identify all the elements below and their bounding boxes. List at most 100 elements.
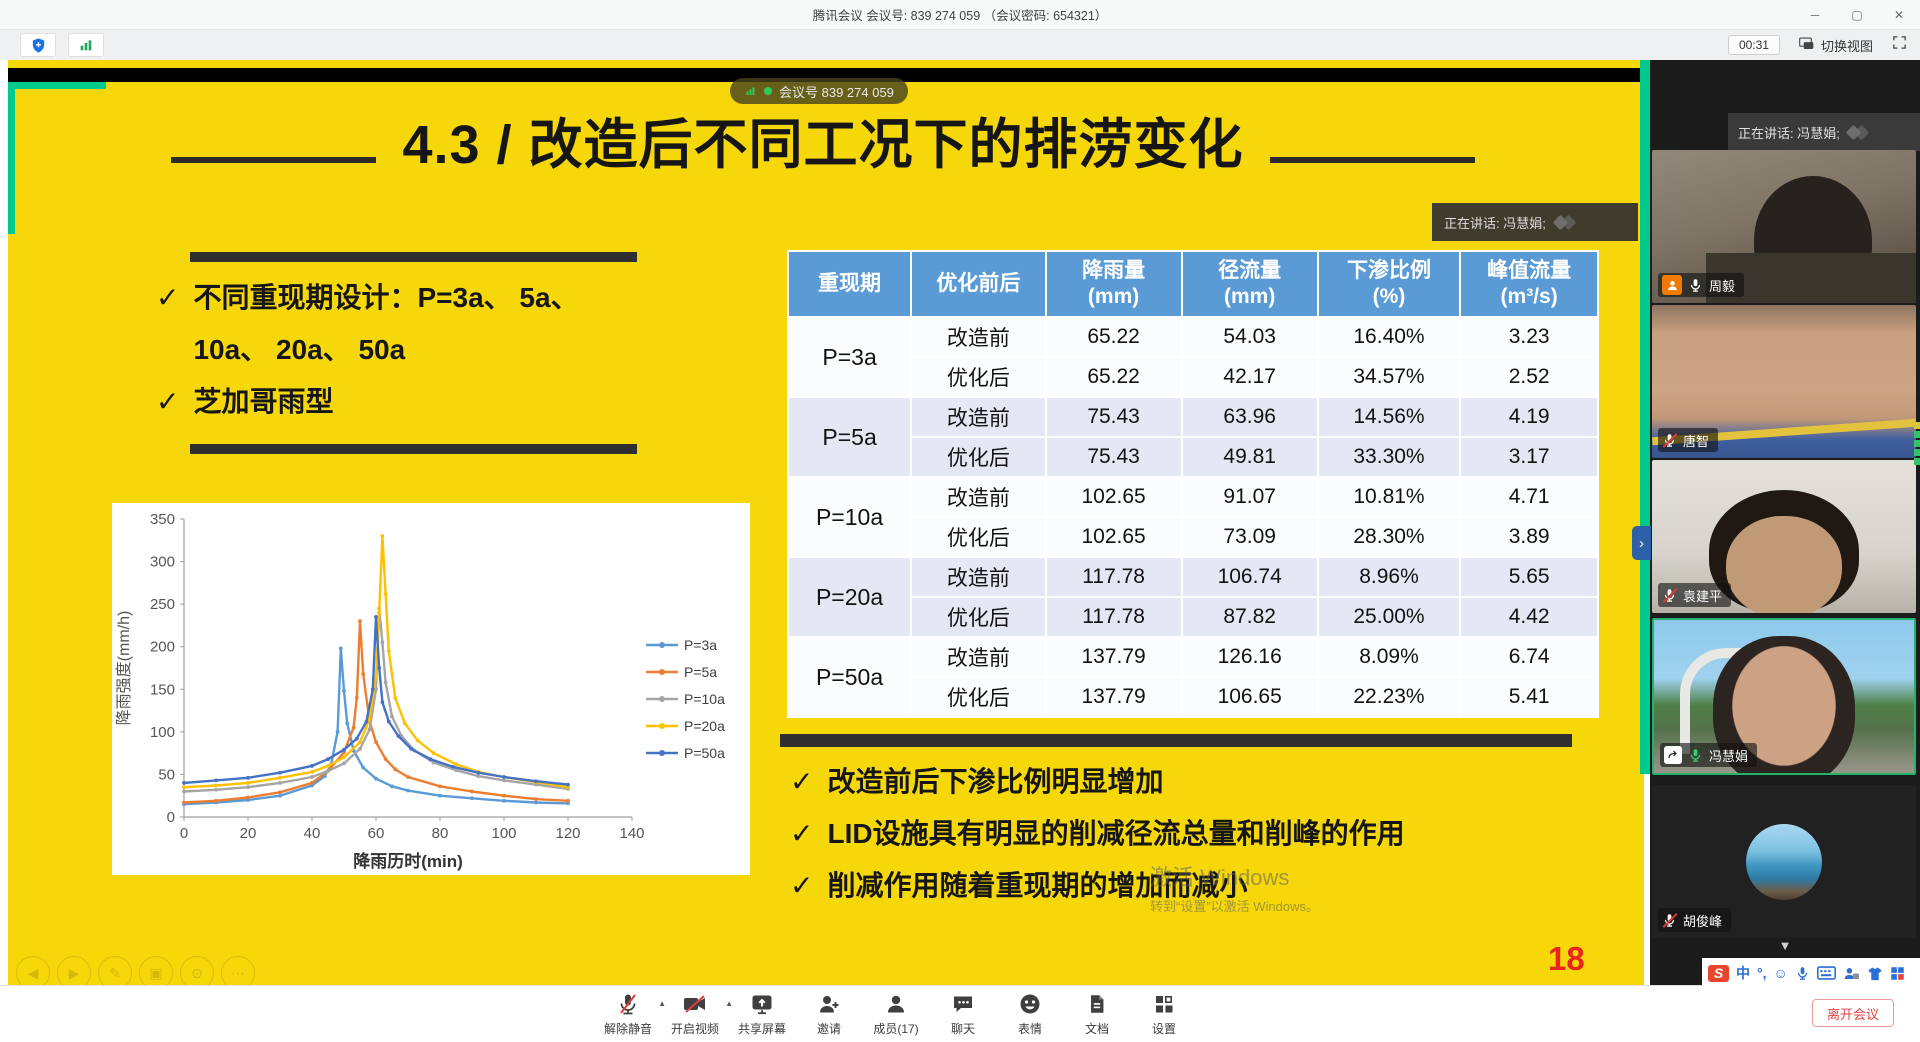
doc-label: 文档 <box>1084 1022 1109 1036</box>
svg-text:P=20a: P=20a <box>684 718 725 734</box>
rainfall-chart: 0 50 100 150 200 250 300 350 0 20 40 60 80 100 120 140 降… <box>115 511 725 871</box>
toolbox-icon[interactable] <box>1890 966 1905 981</box>
punctuation-mode-icon[interactable]: °, <box>1757 965 1767 981</box>
meeting-topbar: 00:31 切换视图 <box>0 30 1920 60</box>
table-cell: 102.65 <box>1044 516 1183 558</box>
participant-name: 胡俊峰 <box>1683 913 1723 929</box>
emoji-button[interactable]: 表情 <box>1000 991 1060 1037</box>
mic-active-icon <box>1688 748 1703 763</box>
window-title: 腾讯会议 会议号: 839 274 059 （会议密码: 654321） <box>812 9 1108 23</box>
security-shield-icon[interactable] <box>20 33 56 57</box>
minimize-button[interactable]: ─ <box>1810 8 1820 22</box>
share-button[interactable]: 共享屏幕 <box>732 991 792 1037</box>
table-cell: 改造前 <box>910 556 1047 598</box>
bullet-text: 芝加哥雨型 <box>193 386 334 417</box>
members-label: 成员(17) <box>873 1022 919 1036</box>
title-dash-right <box>1269 157 1475 163</box>
table-row: P=10a 改造前 102.65 91.07 10.81% 4.71 <box>786 476 1599 558</box>
window-titlebar: 腾讯会议 会议号: 839 274 059 （会议密码: 654321） ─ ▢… <box>0 0 1920 30</box>
participant-name-badge: 冯慧娟 <box>1660 743 1758 767</box>
maximize-button[interactable]: ▢ <box>1851 8 1863 22</box>
table-cell: 25.00% <box>1316 596 1462 638</box>
camera-button[interactable]: 开启视频 ▲ <box>665 991 733 1037</box>
emoji-panel-icon[interactable]: ☺ <box>1773 965 1788 981</box>
mute-label: 解除静音 <box>603 1022 652 1036</box>
chinese-mode-icon[interactable]: 中 <box>1736 965 1750 981</box>
scroll-down-chevron-icon[interactable]: ▼ <box>1778 938 1792 953</box>
meeting-logo-icon <box>1845 124 1870 140</box>
doc-icon <box>1086 991 1108 1017</box>
meeting-logo-icon <box>1552 214 1577 230</box>
svg-text:0: 0 <box>180 825 188 842</box>
bullet-text: LID设施具有明显的削减径流总量和削峰的作用 <box>827 818 1405 849</box>
table-cell: 8.09% <box>1316 636 1462 678</box>
soft-keyboard-icon[interactable] <box>1816 966 1836 980</box>
slide-title: 4.3 / 改造后不同工况下的排涝变化 <box>402 115 1244 175</box>
mute-button[interactable]: 解除静音 ▲ <box>598 991 666 1037</box>
sidebar-collapse-handle[interactable]: › <box>1632 526 1651 560</box>
avatar <box>1746 823 1822 900</box>
table-cell: 137.79 <box>1044 676 1183 718</box>
table-cell: 106.65 <box>1180 676 1319 718</box>
table-cell: 49.81 <box>1180 436 1319 478</box>
skin-center-icon[interactable] <box>1867 966 1883 981</box>
mute-options-arrow[interactable]: ▲ <box>658 999 666 1008</box>
svg-text:降雨历时(min): 降雨历时(min) <box>353 851 463 871</box>
members-button[interactable]: 成员(17) <box>866 991 926 1037</box>
table-cell: 73.09 <box>1180 516 1319 558</box>
table-header-cell: 峰值流量 (m³/s) <box>1459 250 1599 318</box>
table-cell: 14.56% <box>1316 396 1462 438</box>
table-cell: 106.74 <box>1180 556 1319 598</box>
system-tray: S 中 °, ☺ <box>1702 958 1920 988</box>
user-lexicon-icon[interactable] <box>1843 966 1860 981</box>
bullet-item: ✓ LID设施具有明显的削减径流总量和削峰的作用 <box>790 808 1590 860</box>
switch-view-label: 切换视图 <box>1820 38 1873 54</box>
emoji-label: 表情 <box>1017 1022 1042 1036</box>
members-icon <box>884 991 908 1017</box>
mic-icon <box>1688 278 1703 293</box>
table-row: 优化后 137.79 106.65 22.23% 5.41 <box>788 676 1599 718</box>
chat-button[interactable]: 聊天 <box>933 991 993 1037</box>
participant-name-badge: 胡俊峰 <box>1658 908 1732 932</box>
leave-meeting-button[interactable]: 离开会议 <box>1812 999 1894 1027</box>
table-cell: 28.30% <box>1316 516 1462 558</box>
table-cell: 117.78 <box>1044 556 1183 598</box>
participant-tile[interactable]: 胡俊峰 <box>1652 785 1916 938</box>
bullet-item: ✓ 芝加哥雨型 <box>156 376 661 428</box>
table-row: 优化后 65.22 42.17 34.57% 2.52 <box>788 356 1599 398</box>
switch-view-button[interactable]: 切换视图 <box>1798 36 1873 55</box>
participant-tile[interactable]: 冯慧娟 <box>1652 618 1916 775</box>
table-cell: 3.23 <box>1459 316 1599 358</box>
table-cell: 117.78 <box>1044 596 1183 638</box>
invite-button[interactable]: 邀请 <box>799 991 859 1037</box>
sogou-input-icon[interactable]: S <box>1708 964 1729 982</box>
screen-share-icon <box>1664 746 1682 764</box>
table-cell: 22.23% <box>1316 676 1462 718</box>
participant-name-badge: 唐智 <box>1658 428 1719 452</box>
table-cell: 75.43 <box>1044 436 1183 478</box>
bullet-text: 不同重现期设计：P=3a、 5a、 10a、 20a、 50a <box>193 282 579 365</box>
fullscreen-icon[interactable] <box>1891 34 1908 56</box>
settings-button[interactable]: 设置 <box>1134 991 1194 1037</box>
check-icon: ✓ <box>156 386 180 417</box>
participant-tile[interactable]: 唐智 <box>1652 305 1916 458</box>
camera-icon <box>682 991 708 1017</box>
svg-text:120: 120 <box>555 825 580 842</box>
close-button[interactable]: ✕ <box>1893 8 1905 22</box>
voice-input-icon[interactable] <box>1795 966 1810 981</box>
speaking-indicator-text: 正在讲话: 冯慧娟; <box>1444 215 1546 231</box>
svg-text:40: 40 <box>304 825 321 842</box>
audio-level-meter <box>1914 422 1920 465</box>
chat-icon <box>951 991 975 1017</box>
design-bullet-list: ✓ 不同重现期设计：P=3a、 5a、 10a、 20a、 50a ✓ 芝加哥雨型 <box>156 272 661 428</box>
doc-button[interactable]: 文档 <box>1067 991 1127 1037</box>
participant-tile[interactable]: 周毅 <box>1652 150 1916 303</box>
table-cell: 4.19 <box>1459 396 1599 438</box>
camera-options-arrow[interactable]: ▲ <box>725 999 733 1008</box>
network-signal-icon[interactable] <box>68 33 104 57</box>
title-dash-left <box>171 157 377 163</box>
table-cell: 10.81% <box>1316 476 1462 518</box>
table-cell: 改造前 <box>910 636 1047 678</box>
participant-tile[interactable]: 袁建平 <box>1652 460 1916 613</box>
svg-text:100: 100 <box>491 825 516 842</box>
